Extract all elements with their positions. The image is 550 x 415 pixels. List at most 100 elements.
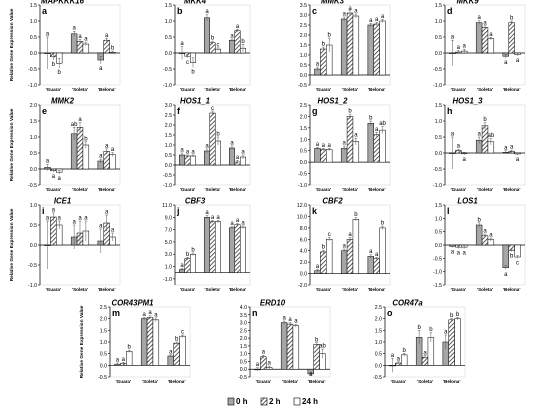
significance-label: a bbox=[241, 150, 245, 156]
significance-label: b bbox=[348, 109, 352, 115]
category-label: 'Guara' bbox=[391, 379, 406, 384]
bar bbox=[508, 22, 515, 54]
significance-label: a bbox=[322, 143, 326, 149]
bar bbox=[190, 155, 196, 166]
significance-label: a bbox=[256, 362, 260, 368]
category-label: 'Guara' bbox=[256, 379, 271, 384]
y-axis-label: Relative Gene Expression Value bbox=[9, 108, 15, 181]
y-tick-label: 1.0 bbox=[165, 265, 172, 271]
y-axis-label: Relative Gene Expression Value bbox=[9, 208, 15, 281]
category-label: 'Guara' bbox=[316, 187, 331, 192]
y-tick-label: 3.0 bbox=[165, 252, 172, 258]
significance-label: a bbox=[348, 232, 352, 238]
bar bbox=[50, 216, 57, 246]
significance-label: c bbox=[328, 232, 331, 238]
y-tick-label: 1.0 bbox=[375, 340, 382, 346]
significance-label: ab bbox=[488, 133, 495, 139]
y-tick-label: 1.5 bbox=[435, 203, 442, 209]
significance-label: a bbox=[483, 20, 487, 26]
significance-label: c bbox=[181, 330, 184, 336]
y-tick-label: 1.5 bbox=[435, 103, 442, 109]
significance-label: a bbox=[111, 147, 115, 153]
y-tick-label: 0.5 bbox=[435, 35, 442, 41]
category-label: 'Soleta' bbox=[477, 187, 493, 192]
bar bbox=[103, 151, 110, 170]
y-tick-label: -0.5 bbox=[238, 375, 247, 381]
y-tick-label: 0.5 bbox=[30, 223, 37, 229]
significance-label: a bbox=[342, 141, 346, 147]
significance-label: a bbox=[154, 312, 158, 318]
y-tick-label: -1.0 bbox=[433, 270, 442, 276]
significance-label: a bbox=[477, 15, 481, 21]
significance-label: ab bbox=[71, 122, 78, 128]
y-tick-label: 2.5 bbox=[165, 113, 172, 119]
y-tick-label: 0.0 bbox=[435, 151, 442, 157]
y-tick-label: 4.0 bbox=[240, 305, 247, 311]
category-label: 'Guara' bbox=[46, 287, 61, 292]
category-label: 'Soleta' bbox=[205, 87, 221, 92]
gene-title: COR43PM1 bbox=[111, 299, 153, 308]
significance-label: a bbox=[516, 157, 520, 163]
bar bbox=[367, 123, 374, 163]
bar bbox=[346, 12, 354, 76]
category-label: 'Belona' bbox=[98, 187, 116, 192]
significance-label: a bbox=[205, 9, 209, 15]
bar bbox=[454, 318, 461, 366]
significance-label: a bbox=[186, 150, 190, 156]
y-tick-label: 11.0 bbox=[162, 203, 172, 209]
y-tick-label: -0.5 bbox=[298, 83, 307, 89]
y-tick-label: 0.0 bbox=[300, 73, 307, 79]
bar bbox=[234, 30, 241, 54]
gene-title: ERD10 bbox=[260, 299, 286, 308]
significance-label: a bbox=[72, 26, 76, 32]
bar bbox=[286, 323, 294, 370]
y-tick-label: 0.5 bbox=[435, 135, 442, 141]
panel-letter: n bbox=[252, 308, 258, 318]
significance-label: a bbox=[180, 148, 184, 154]
y-tick-label: 10.0 bbox=[297, 214, 307, 220]
bar bbox=[184, 155, 191, 166]
category-label: 'Belona' bbox=[368, 87, 386, 92]
significance-label: b bbox=[403, 348, 407, 354]
y-tick-label: 4.0 bbox=[300, 249, 307, 255]
y-tick-label: 1.0 bbox=[30, 135, 37, 141]
category-label: 'Soleta' bbox=[72, 87, 88, 92]
category-label: 'Guara' bbox=[116, 379, 131, 384]
bar bbox=[352, 219, 360, 274]
y-tick-label: 2.0 bbox=[300, 33, 307, 39]
y-tick-label: 3.5 bbox=[240, 313, 247, 319]
gene-title: CBF3 bbox=[185, 197, 206, 206]
y-tick-label: 2.0 bbox=[300, 114, 307, 120]
gene-title: HOS1_3 bbox=[453, 97, 484, 106]
gene-title: MAPKKK16 bbox=[41, 0, 85, 6]
category-label: 'Guara' bbox=[451, 87, 466, 92]
significance-label: a bbox=[46, 32, 50, 38]
significance-label: b bbox=[322, 42, 326, 48]
significance-label: ab bbox=[319, 344, 326, 350]
significance-label: b bbox=[111, 46, 115, 52]
legend: 0 h 2 h 24 h bbox=[227, 397, 318, 406]
category-label: 'Belona' bbox=[168, 379, 186, 384]
significance-label: a bbox=[457, 250, 461, 256]
significance-label: b bbox=[450, 313, 454, 319]
y-tick-label: 1.0 bbox=[165, 19, 172, 25]
bar bbox=[481, 27, 489, 54]
legend-swatch bbox=[293, 397, 301, 406]
y-tick-label: 0.0 bbox=[100, 363, 107, 369]
category-label: 'Belona' bbox=[229, 287, 247, 292]
bar bbox=[229, 39, 235, 54]
significance-label: b bbox=[191, 248, 195, 254]
significance-label: a bbox=[99, 224, 103, 230]
y-tick-label: 2.0 bbox=[375, 317, 382, 323]
bar bbox=[70, 33, 78, 54]
y-tick-label: 0.0 bbox=[435, 243, 442, 249]
bar bbox=[320, 149, 327, 163]
gene-title: MKK4 bbox=[184, 0, 207, 6]
significance-label: a bbox=[230, 141, 234, 147]
panel-letter: b bbox=[177, 6, 183, 16]
y-tick-label: 0.5 bbox=[240, 359, 247, 365]
significance-label: c bbox=[211, 106, 214, 112]
significance-label: a bbox=[457, 45, 461, 51]
category-label: 'Soleta' bbox=[477, 287, 493, 292]
bar bbox=[76, 127, 84, 170]
